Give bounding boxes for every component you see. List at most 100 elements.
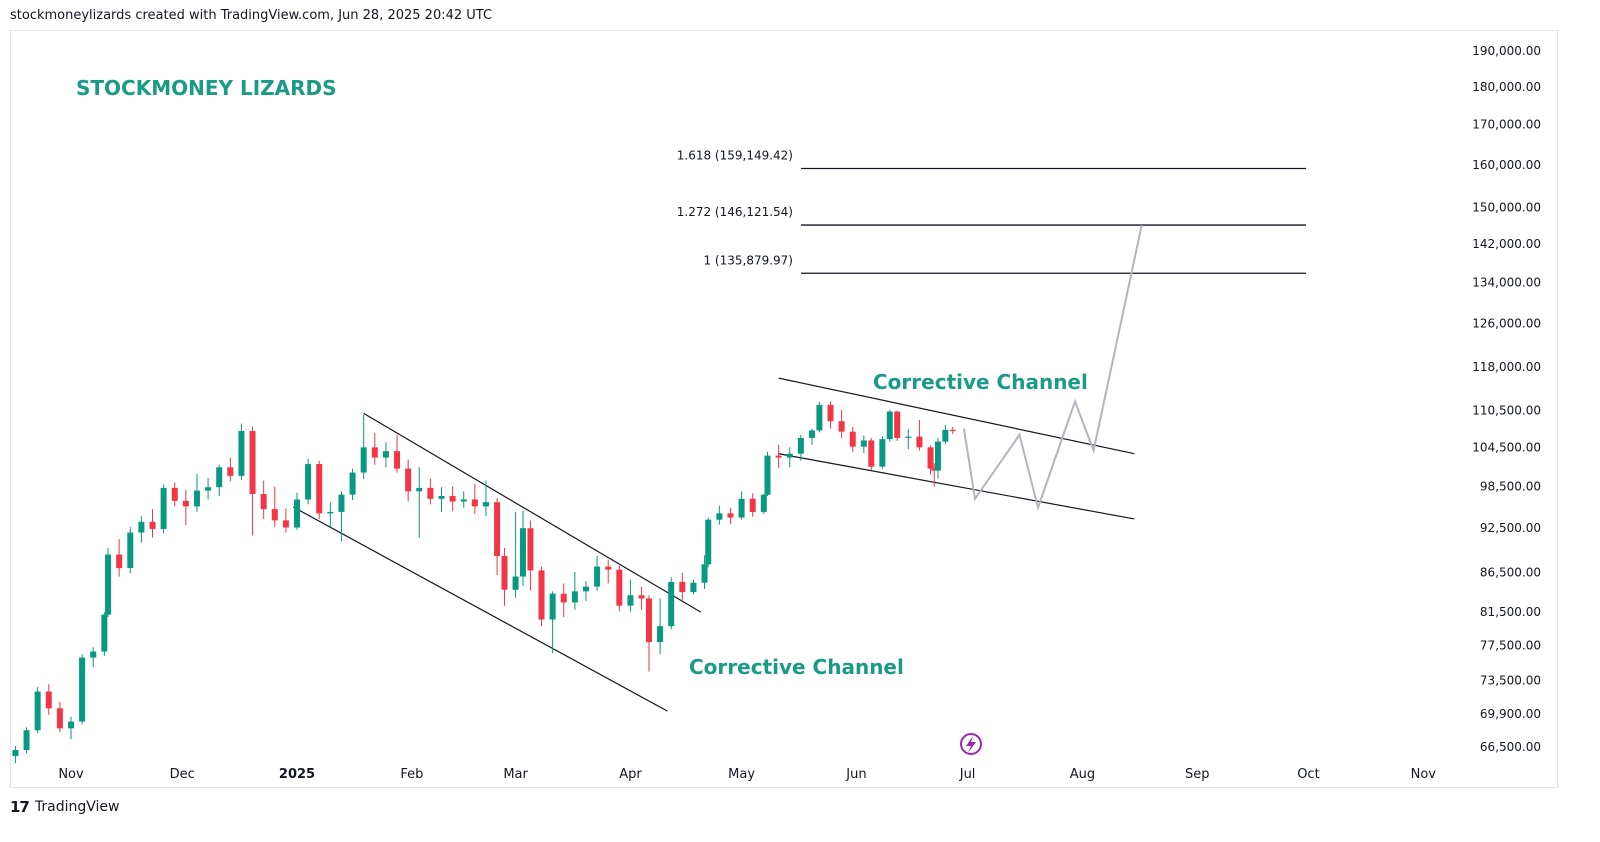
candle[interactable]: [520, 510, 526, 586]
candle[interactable]: [45, 684, 52, 715]
candle[interactable]: [668, 577, 675, 630]
candle[interactable]: [879, 436, 886, 469]
candle[interactable]: [949, 426, 956, 435]
candle[interactable]: [905, 429, 912, 450]
candle[interactable]: [349, 468, 356, 501]
candle[interactable]: [571, 571, 578, 610]
candle[interactable]: [238, 423, 245, 480]
candle[interactable]: [638, 586, 645, 610]
candle[interactable]: [316, 460, 323, 519]
candle[interactable]: [160, 484, 167, 534]
candle[interactable]: [679, 572, 686, 601]
candle[interactable]: [249, 426, 256, 536]
candle[interactable]: [860, 435, 867, 454]
candle[interactable]: [405, 459, 412, 502]
candle[interactable]: [216, 464, 223, 497]
candle[interactable]: [460, 491, 467, 508]
candle[interactable]: [305, 458, 312, 505]
candle[interactable]: [101, 612, 108, 656]
channel-1-lower-line[interactable]: [293, 506, 668, 712]
candle[interactable]: [205, 477, 212, 500]
candle[interactable]: [227, 457, 234, 482]
candle[interactable]: [171, 482, 178, 507]
candle[interactable]: [786, 447, 793, 468]
candle[interactable]: [727, 507, 734, 524]
candle[interactable]: [738, 491, 745, 520]
candle[interactable]: [338, 491, 345, 542]
candle[interactable]: [382, 442, 389, 468]
candle[interactable]: [838, 409, 845, 438]
candle[interactable]: [827, 401, 834, 429]
footer[interactable]: 17 TradingView: [10, 798, 119, 816]
candle[interactable]: [527, 520, 534, 591]
candle[interactable]: [12, 746, 19, 764]
candle[interactable]: [894, 410, 901, 442]
candle[interactable]: [605, 559, 612, 584]
price-chart[interactable]: 1.618 (159,149.42) 1.272 (146,121.54) 1 (1…: [11, 31, 1559, 789]
candle[interactable]: [616, 565, 623, 612]
forecast-path[interactable]: [962, 224, 1143, 512]
candle[interactable]: [471, 483, 478, 515]
candle[interactable]: [482, 480, 489, 517]
candle[interactable]: [764, 451, 771, 497]
candle[interactable]: [182, 489, 189, 526]
candle[interactable]: [645, 595, 652, 672]
candle[interactable]: [116, 539, 123, 577]
candle[interactable]: [327, 502, 334, 527]
candle[interactable]: [942, 424, 949, 445]
candle[interactable]: [690, 579, 697, 595]
candle[interactable]: [868, 437, 875, 470]
candle[interactable]: [138, 516, 145, 543]
candle[interactable]: [271, 486, 278, 527]
candle[interactable]: [127, 526, 134, 574]
candle[interactable]: [79, 654, 86, 725]
candle[interactable]: [427, 478, 434, 505]
candle[interactable]: [34, 686, 41, 734]
candle[interactable]: [394, 434, 401, 473]
candle[interactable]: [438, 487, 445, 512]
candle[interactable]: [808, 428, 815, 445]
channel-2-upper-line[interactable]: [778, 377, 1135, 455]
candle[interactable]: [549, 591, 556, 654]
candle[interactable]: [360, 414, 367, 480]
candle[interactable]: [916, 420, 923, 451]
candle[interactable]: [416, 467, 423, 538]
candle[interactable]: [582, 581, 589, 601]
candle[interactable]: [927, 445, 934, 475]
candle[interactable]: [68, 716, 74, 740]
candle[interactable]: [705, 517, 712, 568]
lightning-icon[interactable]: [960, 733, 982, 755]
candle[interactable]: [149, 509, 156, 538]
candle[interactable]: [657, 598, 664, 655]
candle[interactable]: [23, 727, 30, 754]
candle[interactable]: [797, 434, 804, 461]
candle[interactable]: [560, 583, 567, 618]
candle[interactable]: [716, 505, 723, 525]
candle[interactable]: [90, 647, 97, 668]
candle[interactable]: [934, 437, 941, 479]
tradingview-logo-icon[interactable]: 17: [10, 798, 30, 816]
candle[interactable]: [282, 508, 289, 533]
candle[interactable]: [594, 556, 601, 591]
tradingview-label[interactable]: TradingView: [34, 799, 120, 815]
candle[interactable]: [449, 486, 456, 512]
candle[interactable]: [501, 547, 508, 606]
channel-1-upper-line[interactable]: [363, 412, 702, 613]
candle[interactable]: [816, 401, 823, 433]
candle[interactable]: [849, 426, 856, 452]
candle[interactable]: [56, 701, 63, 733]
candle[interactable]: [627, 579, 634, 612]
candle[interactable]: [494, 498, 501, 575]
candle[interactable]: [886, 409, 893, 442]
chart-frame[interactable]: 1.618 (159,149.42) 1.272 (146,121.54) 1 (1…: [10, 30, 1558, 788]
channel-2-lower-line[interactable]: [778, 453, 1135, 520]
candle[interactable]: [931, 463, 938, 487]
candle[interactable]: [775, 444, 782, 468]
candle[interactable]: [538, 566, 545, 627]
candle[interactable]: [193, 473, 200, 512]
candle[interactable]: [105, 547, 112, 618]
candle[interactable]: [294, 492, 300, 530]
candle[interactable]: [512, 511, 519, 598]
candle[interactable]: [371, 432, 378, 465]
candle[interactable]: [701, 555, 708, 589]
